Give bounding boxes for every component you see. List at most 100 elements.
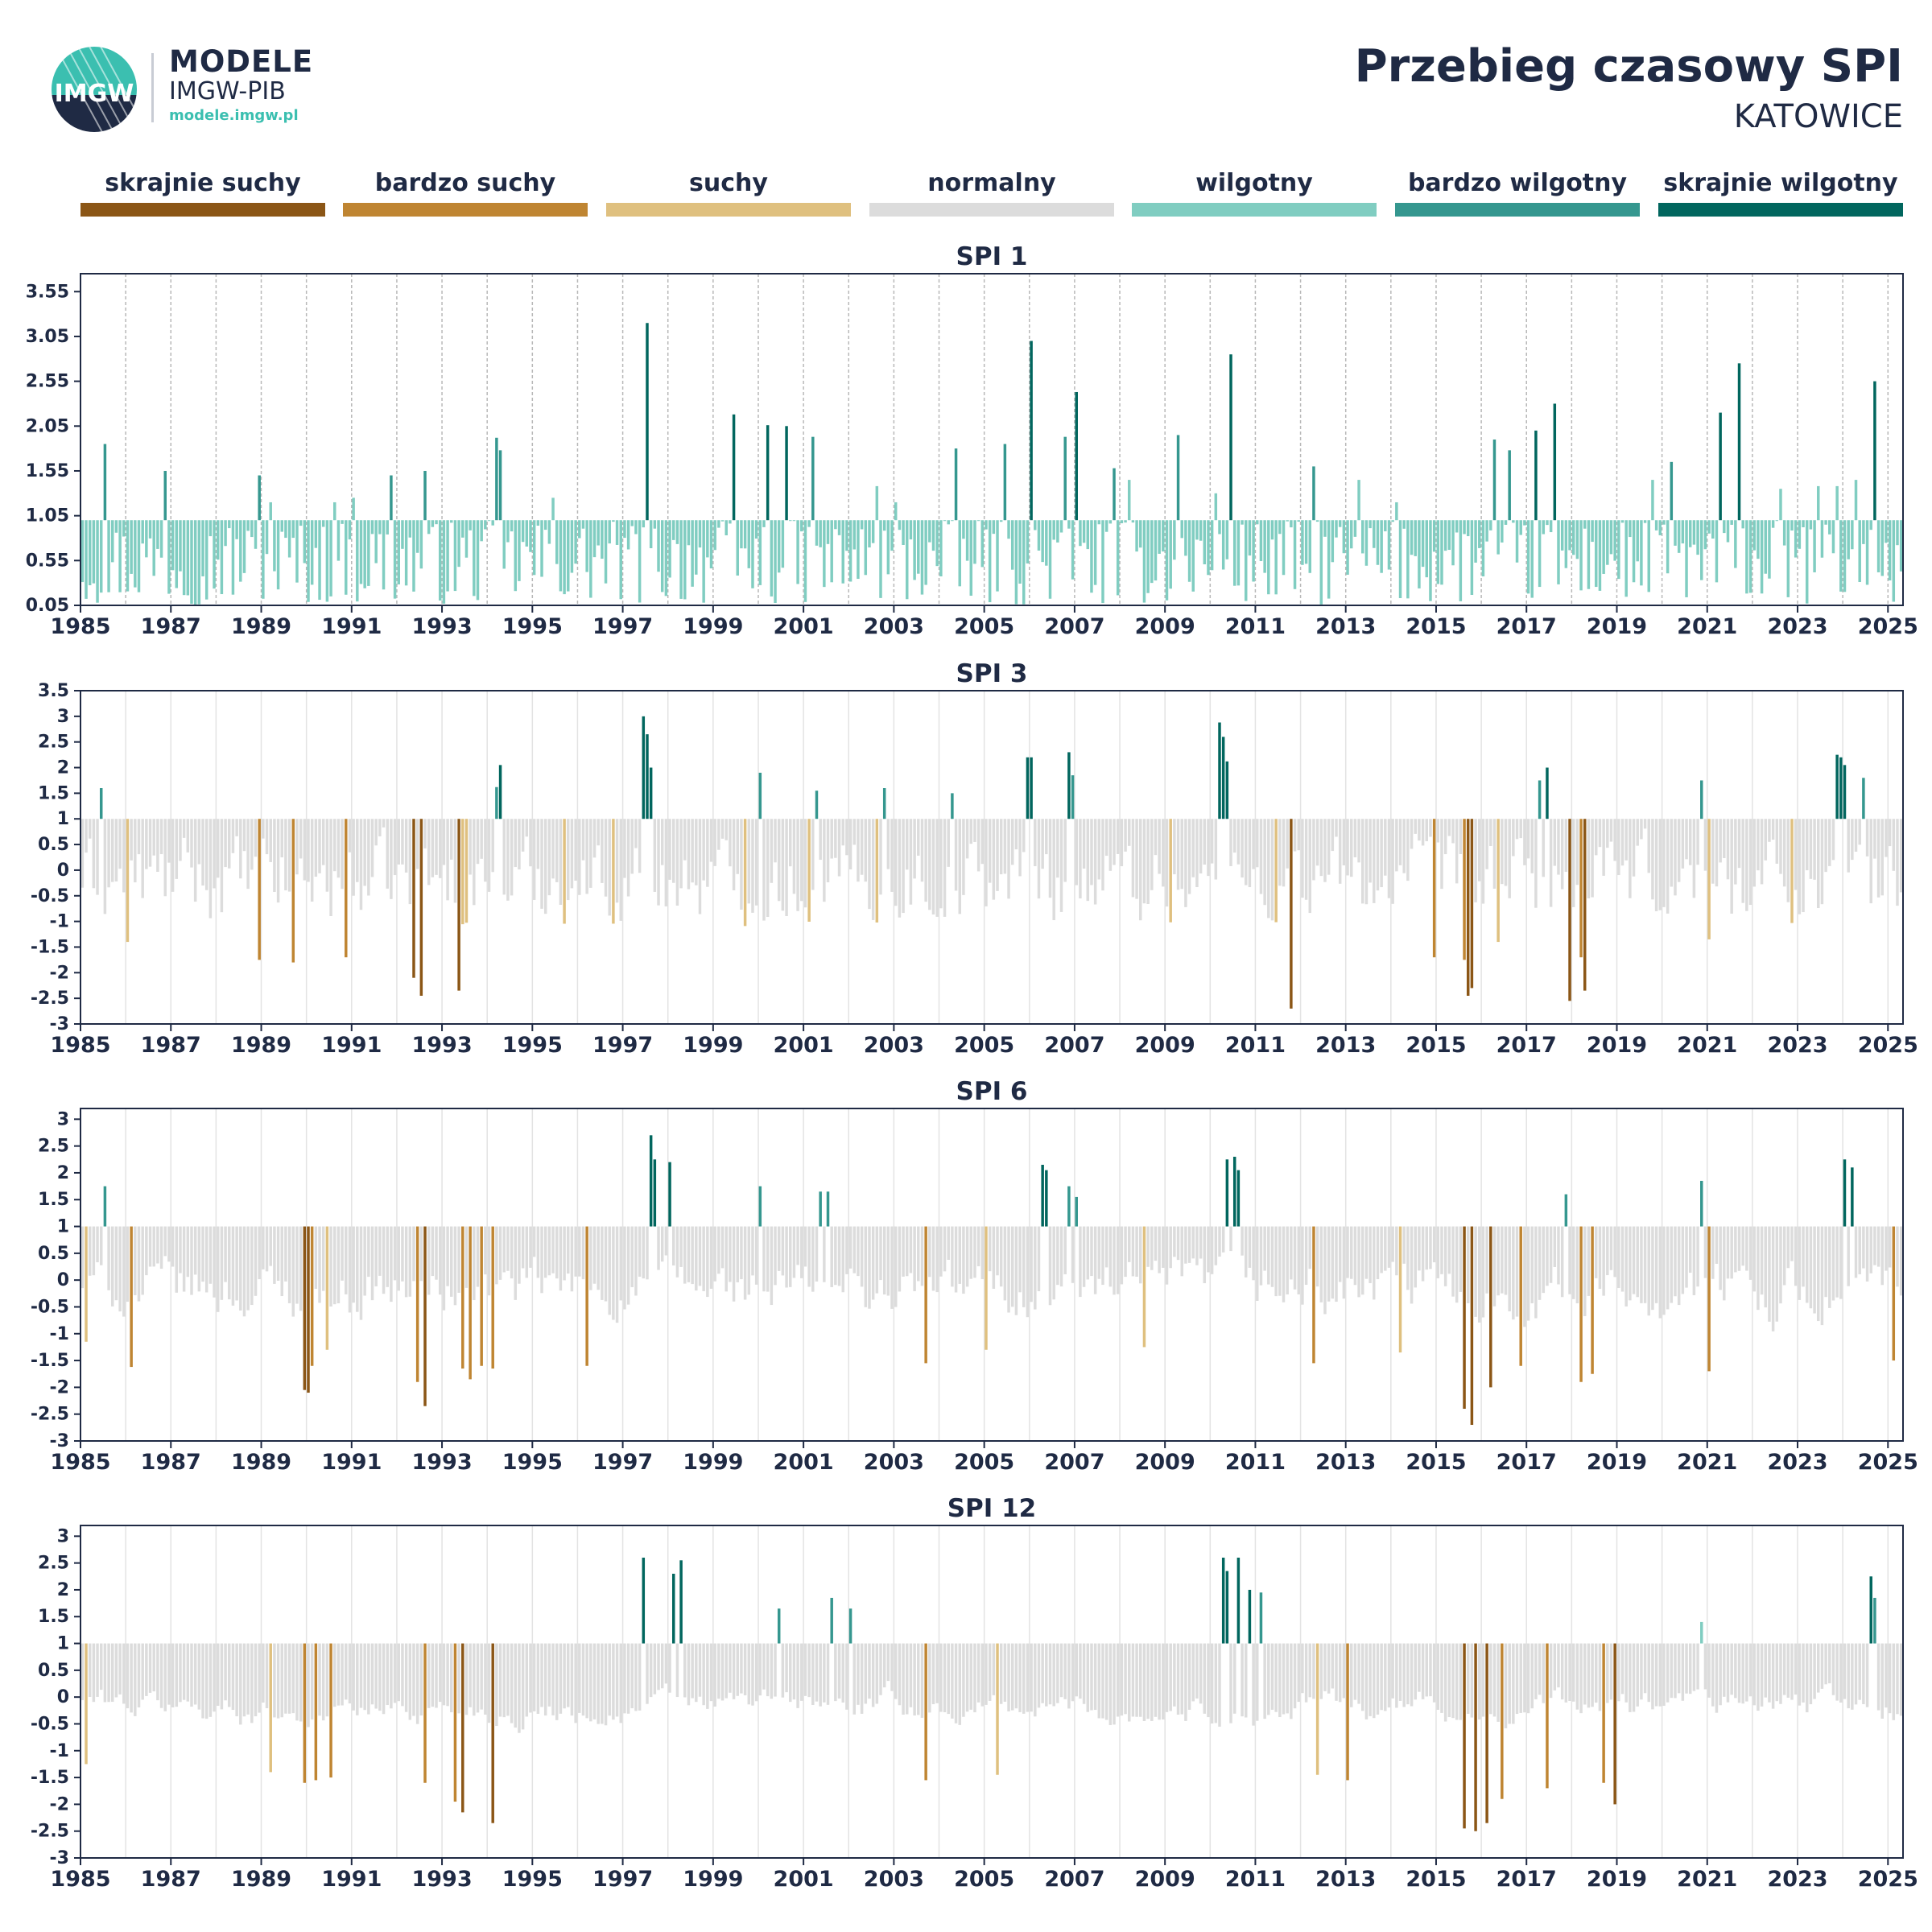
spi-bar: [1512, 819, 1515, 857]
spi-bar: [1560, 1643, 1564, 1700]
spi-bar: [713, 819, 716, 866]
spi-bar: [969, 1226, 973, 1279]
spi-bar: [1508, 1643, 1511, 1724]
spi-bar: [1376, 1643, 1380, 1715]
x-tick-label: 1991: [321, 1033, 382, 1058]
spi-bar: [1048, 1226, 1052, 1306]
spi-bar: [1082, 1226, 1086, 1287]
legend-swatch: [343, 203, 588, 217]
spi-bar: [687, 1226, 691, 1282]
spi-bar: [720, 520, 724, 522]
chart-panel-spi-6: SPI 632.521.510.50-0.5-1-1.5-2-2.5-31985…: [31, 1077, 1918, 1475]
spi-bar: [860, 520, 864, 530]
spi-bar: [1677, 1643, 1681, 1694]
chart-title: SPI 3: [956, 659, 1028, 688]
spi-bar: [1636, 819, 1639, 846]
spi-bar: [1335, 1226, 1338, 1302]
spi-bar: [943, 1643, 947, 1712]
chart-title: SPI 6: [956, 1077, 1028, 1106]
spi-bar: [220, 1226, 224, 1300]
x-tick-label: 2001: [774, 1867, 834, 1892]
spi-bar: [1798, 819, 1802, 914]
spi-bar: [585, 1643, 588, 1719]
spi-bar: [969, 520, 973, 597]
spi-bar: [965, 520, 969, 561]
spi-bar: [1515, 819, 1519, 840]
spi-bar: [551, 1643, 555, 1715]
spi-bar: [860, 1643, 864, 1714]
x-tick-label: 2007: [1044, 1450, 1104, 1475]
spi-bar: [1542, 520, 1546, 535]
spi-bar: [1809, 1643, 1813, 1705]
y-tick-label: 3.55: [26, 282, 69, 302]
legend-item-dry: suchy: [606, 169, 851, 217]
spi-bar: [1617, 1643, 1620, 1702]
spi-bar: [514, 1226, 518, 1300]
spi-bar: [1440, 1643, 1443, 1713]
spi-bar: [657, 819, 660, 906]
spi-bar: [1519, 520, 1522, 535]
spi-bar: [518, 520, 521, 581]
spi-bar: [1418, 1226, 1421, 1271]
spi-bar: [1108, 1226, 1113, 1287]
spi-bar: [1523, 1226, 1526, 1327]
spi-bar: [687, 819, 691, 890]
spi-bar: [1391, 520, 1394, 522]
spi-bar: [148, 1226, 152, 1267]
spi-bar: [1459, 819, 1463, 854]
spi-bar: [879, 520, 882, 598]
spi-bar: [634, 1226, 638, 1296]
spi-bar: [1888, 819, 1892, 847]
spi-bar: [969, 1643, 973, 1710]
spi-bar: [532, 520, 536, 576]
spi-bar: [623, 1226, 626, 1310]
spi-bar: [1530, 1226, 1534, 1303]
spi-bar: [675, 1643, 679, 1698]
spi-bar: [126, 1643, 130, 1709]
spi-bar: [559, 1643, 563, 1714]
spi-bar: [1546, 767, 1549, 819]
spi-bar: [1466, 520, 1470, 537]
spi-bar: [1207, 520, 1210, 576]
spi-bar: [1056, 819, 1059, 878]
spi-bar: [612, 819, 615, 924]
spi-bar: [1843, 520, 1847, 592]
spi-bar: [1259, 819, 1263, 894]
spi-bar: [1142, 1226, 1146, 1348]
spi-bar: [619, 1226, 622, 1301]
spi-bar: [107, 520, 110, 592]
spi-bar: [118, 520, 122, 592]
spi-bar: [1560, 520, 1564, 551]
spi-bar: [852, 1226, 857, 1274]
spi-bar: [992, 819, 996, 900]
spi-bar: [1534, 430, 1538, 521]
spi-bar: [807, 1226, 811, 1287]
spi-bar: [1007, 1226, 1010, 1313]
spi-bar: [480, 520, 483, 542]
spi-bar: [356, 520, 359, 602]
spi-bar: [85, 1643, 88, 1765]
spi-bar: [1373, 1643, 1376, 1719]
spi-bar: [363, 1226, 366, 1296]
spi-bar: [1892, 520, 1896, 602]
brand-url[interactable]: modele.imgw.pl: [169, 107, 299, 124]
spi-bar: [774, 1226, 777, 1286]
spi-bar: [1662, 1643, 1666, 1707]
spi-bar: [1771, 520, 1775, 528]
spi-bar: [1575, 1643, 1579, 1710]
x-tick-label: 2017: [1496, 1450, 1557, 1475]
spi-bar: [152, 819, 155, 856]
spi-bar: [1229, 1226, 1232, 1252]
spi-bar: [988, 1226, 992, 1272]
spi-bar: [691, 520, 694, 587]
spi-bar: [951, 1226, 954, 1287]
spi-bar: [1041, 1643, 1044, 1703]
spi-bar: [1252, 520, 1255, 582]
spi-bar: [1086, 1643, 1090, 1712]
x-tick-label: 2017: [1496, 614, 1557, 639]
spi-bar: [1896, 520, 1899, 546]
spi-bar: [1364, 819, 1368, 905]
spi-bar: [543, 1643, 547, 1716]
spi-bar: [1067, 1643, 1071, 1709]
spi-bar: [111, 1226, 114, 1307]
